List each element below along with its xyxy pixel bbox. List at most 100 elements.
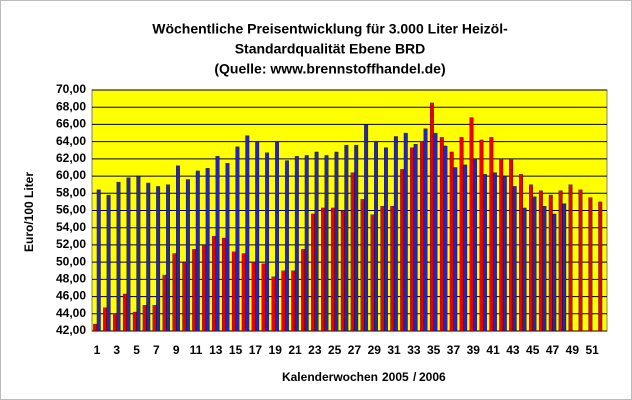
y-tick-label: 48,00 xyxy=(56,272,86,286)
x-tick-label: 51 xyxy=(585,343,599,357)
x-tick-label: 1 xyxy=(94,343,101,357)
bar xyxy=(106,194,111,332)
bar xyxy=(439,137,444,332)
bar xyxy=(146,182,151,332)
bar xyxy=(473,158,478,332)
x-tick-label: 17 xyxy=(249,343,263,357)
bar xyxy=(301,249,306,332)
x-tick-label: 33 xyxy=(407,343,421,357)
bar xyxy=(321,207,325,332)
chart-title: (Quelle: www.brennstoffhandel.de) xyxy=(214,61,445,77)
bar xyxy=(235,146,240,332)
bar xyxy=(350,172,355,332)
x-tick-label: 31 xyxy=(387,343,401,357)
bar xyxy=(324,155,329,332)
bar xyxy=(304,155,309,332)
bar xyxy=(192,249,197,332)
bar xyxy=(202,244,207,332)
bar xyxy=(483,174,487,332)
y-tick-label: 64,00 xyxy=(56,134,86,148)
bar xyxy=(215,156,220,332)
bar xyxy=(410,147,415,332)
bar xyxy=(116,181,121,332)
bar xyxy=(245,135,250,332)
bar xyxy=(330,207,335,332)
bar xyxy=(172,253,177,332)
bar xyxy=(334,151,339,332)
x-tick-label: 47 xyxy=(546,343,560,357)
x-tick-label: 35 xyxy=(427,343,441,357)
bar xyxy=(281,270,286,332)
chart-title: Wöchentliche Preisentwicklung für 3.000 … xyxy=(152,21,508,37)
bar xyxy=(433,132,438,332)
bar xyxy=(311,213,315,332)
bar xyxy=(552,213,557,332)
bar xyxy=(403,132,408,332)
y-tick-label: 62,00 xyxy=(56,151,86,165)
bar xyxy=(519,174,523,332)
x-axis-label: Kalenderwochen xyxy=(282,370,378,384)
bar xyxy=(340,210,345,332)
bar xyxy=(374,141,378,332)
bar xyxy=(156,186,161,332)
y-tick-label: 46,00 xyxy=(56,289,86,303)
bar xyxy=(538,190,543,332)
chart-title: Standardqualität Ebene BRD xyxy=(235,41,426,57)
bar xyxy=(113,313,117,332)
bar xyxy=(241,253,246,332)
bar xyxy=(512,186,517,332)
bar xyxy=(429,102,434,332)
x-tick-label: 23 xyxy=(308,343,322,357)
y-tick-label: 50,00 xyxy=(56,254,86,268)
x-tick-label: 43 xyxy=(506,343,520,357)
x-tick-label: 37 xyxy=(447,343,461,357)
y-tick-label: 58,00 xyxy=(56,185,86,199)
x-tick-label: 7 xyxy=(153,343,160,357)
bar xyxy=(598,201,603,332)
bar xyxy=(142,305,147,332)
bar xyxy=(479,139,484,332)
bar xyxy=(103,307,108,332)
bar xyxy=(400,169,405,332)
x-tick-label: 25 xyxy=(328,343,342,357)
x-tick-label: 11 xyxy=(190,343,203,357)
legend-separator: / xyxy=(413,370,417,384)
y-tick-label: 56,00 xyxy=(56,203,86,217)
x-tick-label: 21 xyxy=(288,343,302,357)
bar xyxy=(132,311,137,332)
bar xyxy=(423,128,428,332)
bar xyxy=(453,167,458,332)
x-tick-label: 29 xyxy=(368,343,382,357)
bar xyxy=(255,141,260,332)
bar xyxy=(225,163,230,332)
legend-entry: 2006 xyxy=(419,370,446,384)
bar xyxy=(294,156,299,332)
bar xyxy=(251,261,256,332)
bar xyxy=(182,261,187,332)
bar xyxy=(562,203,567,332)
bar xyxy=(221,237,226,332)
bar xyxy=(205,168,210,332)
y-axis-label: Euro/100 Liter xyxy=(22,172,36,252)
bar xyxy=(502,175,507,332)
bar xyxy=(176,165,180,332)
bar xyxy=(275,141,279,332)
bar xyxy=(354,144,359,332)
x-tick-label: 19 xyxy=(269,343,283,357)
bar xyxy=(529,184,533,332)
bar xyxy=(166,184,170,332)
bar xyxy=(558,190,563,332)
bar xyxy=(265,152,270,332)
bar xyxy=(522,207,527,332)
y-tick-label: 44,00 xyxy=(56,306,86,320)
x-tick-label: 3 xyxy=(113,343,120,357)
bar xyxy=(271,276,276,332)
bar xyxy=(314,151,319,332)
bar xyxy=(413,144,418,332)
y-tick-label: 68,00 xyxy=(56,99,86,113)
bar xyxy=(578,189,583,332)
bar xyxy=(284,160,289,332)
bar xyxy=(548,194,553,332)
x-tick-label: 5 xyxy=(133,343,140,357)
